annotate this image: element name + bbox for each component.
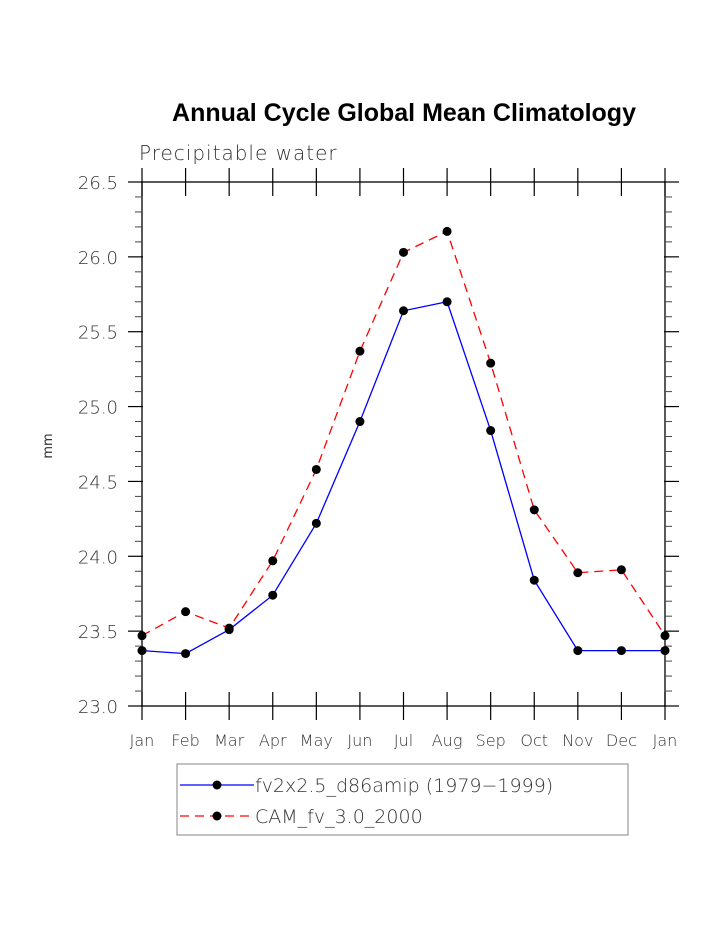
- y-tick-label: 26.5: [78, 173, 118, 194]
- x-tick-label: Jan: [653, 731, 678, 750]
- x-tick-label: Oct: [520, 731, 548, 750]
- plot-frame: [141, 181, 666, 707]
- data-point-series-1: [181, 649, 191, 659]
- data-point-series-2: [268, 556, 278, 566]
- y-tick-label: 23.5: [78, 622, 118, 643]
- x-tick-label: Aug: [432, 731, 463, 750]
- legend: fv2x2.5_d86amip (1979−1999) CAM_fv_3.0_2…: [176, 763, 629, 836]
- x-tick-label: Apr: [259, 731, 287, 750]
- x-tick-label: Feb: [171, 731, 199, 750]
- axes: Jan Feb Mar Apr May Jun Jul Aug Sep Oct Nov Dec Jan 2…: [78, 168, 679, 750]
- data-point-series-1: [660, 646, 670, 656]
- series-line-2: [141, 230, 666, 637]
- y-tick-label: 25.0: [78, 398, 118, 419]
- y-axis-label: mm: [41, 433, 56, 458]
- data-point-series-2: [224, 623, 234, 633]
- legend-marker-series-1: [212, 780, 222, 790]
- y-tick-label: 24.0: [78, 547, 118, 568]
- data-point-series-2: [529, 505, 539, 515]
- data-point-series-1: [399, 306, 408, 316]
- x-tick-label: Jan: [130, 731, 155, 750]
- series-line-1: [141, 301, 665, 655]
- series-group: [137, 226, 670, 659]
- y-tick-label: 26.0: [78, 248, 118, 269]
- data-point-series-2: [442, 226, 452, 236]
- data-point-series-2: [311, 464, 321, 474]
- x-tick-label: Sep: [476, 731, 506, 750]
- data-point-series-1: [486, 426, 496, 436]
- chart-subtitle: Precipitable water: [139, 141, 338, 165]
- data-point-series-1: [616, 646, 626, 656]
- data-point-series-2: [486, 358, 496, 368]
- data-point-series-1: [573, 646, 583, 656]
- data-point-series-1: [311, 518, 321, 528]
- data-point-series-2: [573, 568, 583, 578]
- data-point-series-2: [355, 346, 365, 356]
- x-tick-label: Dec: [606, 731, 637, 750]
- y-tick-label: 24.5: [78, 472, 118, 493]
- data-point-series-2: [137, 631, 147, 641]
- chart-title: Annual Cycle Global Mean Climatology: [172, 99, 636, 127]
- legend-label-series-1: fv2x2.5_d86amip (1979−1999): [255, 775, 553, 797]
- x-tick-label: Nov: [562, 731, 593, 750]
- x-tick-label: Jun: [347, 731, 372, 750]
- data-point-series-1: [137, 646, 147, 656]
- data-point-series-1: [529, 575, 539, 585]
- y-tick-label: 25.5: [78, 323, 118, 344]
- data-point-series-2: [399, 247, 408, 257]
- data-point-series-2: [181, 607, 191, 617]
- x-tick-label: May: [300, 731, 333, 750]
- x-tick-label: Jul: [394, 731, 413, 750]
- y-tick-label: 23.0: [78, 697, 118, 718]
- data-point-series-1: [442, 297, 452, 307]
- legend-marker-series-2: [212, 811, 222, 821]
- legend-box: [176, 763, 629, 836]
- data-point-series-1: [268, 590, 278, 600]
- x-tick-label: Mar: [214, 731, 245, 750]
- legend-label-series-2: CAM_fv_3.0_2000: [255, 806, 423, 828]
- data-point-series-2: [660, 631, 670, 641]
- data-point-series-1: [355, 417, 365, 427]
- data-point-series-2: [616, 565, 626, 575]
